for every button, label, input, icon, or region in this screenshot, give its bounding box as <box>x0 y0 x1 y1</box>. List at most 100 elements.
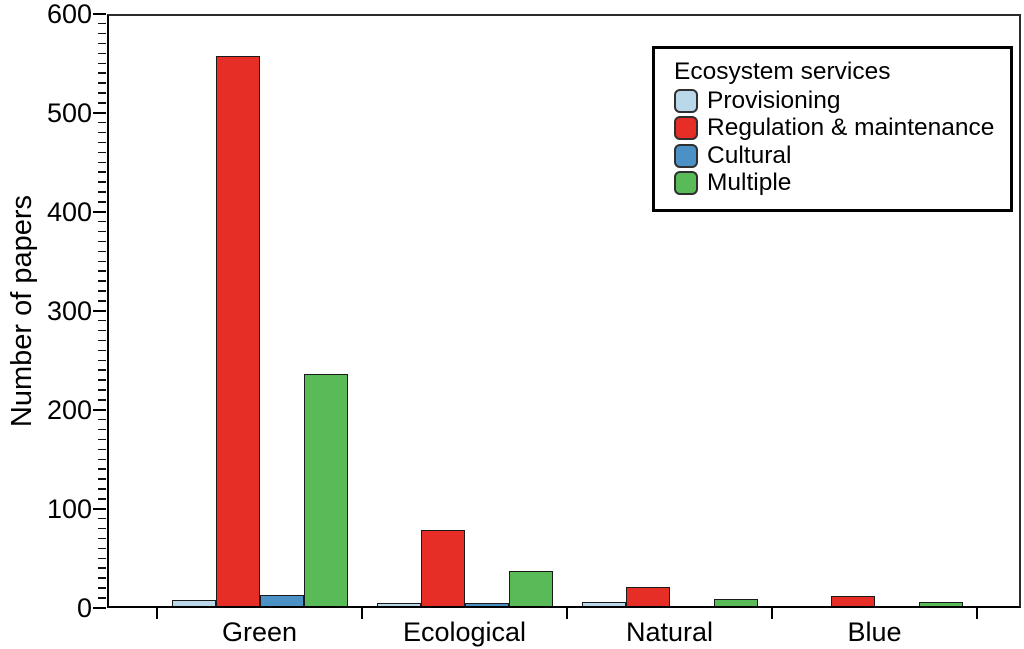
y-tick-label: 300 <box>46 296 92 326</box>
x-boundary-tick <box>156 608 158 619</box>
y-major-tick <box>93 607 106 609</box>
y-major-tick <box>93 409 106 411</box>
legend-label: Cultural <box>707 141 792 169</box>
y-minor-tick <box>98 250 106 253</box>
x-boundary-tick <box>771 608 773 619</box>
y-minor-tick <box>98 448 106 451</box>
y-minor-tick <box>98 488 106 490</box>
bar-green-provisioning <box>171 600 216 606</box>
bar-ecological-regulation-maintenance <box>420 530 465 606</box>
y-minor-tick <box>98 161 106 163</box>
bar-blue-multiple <box>918 602 963 606</box>
y-tick-label: 0 <box>76 593 92 623</box>
bar-green-regulation-maintenance <box>215 56 260 606</box>
y-minor-tick <box>98 151 106 154</box>
y-minor-tick <box>98 369 106 371</box>
y-minor-tick <box>98 102 106 104</box>
y-minor-tick <box>98 280 106 282</box>
y-major-tick <box>93 211 106 213</box>
bar-green-multiple <box>303 374 348 606</box>
legend-row-provisioning: Provisioning <box>674 87 1000 115</box>
y-minor-tick <box>98 32 106 35</box>
bar-ecological-cultural <box>464 603 509 606</box>
legend-label: Multiple <box>707 169 792 197</box>
y-minor-tick <box>98 438 106 441</box>
y-minor-tick <box>98 62 106 64</box>
regulation-swatch-icon <box>674 116 698 141</box>
y-minor-tick <box>98 527 106 530</box>
y-minor-tick <box>98 329 106 332</box>
bar-ecological-provisioning <box>376 603 421 606</box>
y-minor-tick <box>98 597 106 599</box>
y-minor-tick <box>98 290 106 292</box>
y-minor-tick <box>98 379 106 381</box>
y-major-tick <box>93 310 106 312</box>
y-minor-tick <box>98 230 106 233</box>
y-minor-tick <box>98 339 106 342</box>
y-minor-tick <box>98 171 106 173</box>
y-minor-tick <box>98 359 106 361</box>
cultural-swatch-icon <box>674 143 698 168</box>
y-minor-tick <box>98 220 106 223</box>
y-minor-tick <box>98 587 106 589</box>
y-minor-tick <box>98 270 106 272</box>
y-minor-tick <box>98 201 106 203</box>
y-minor-tick <box>98 319 106 322</box>
y-major-tick <box>93 13 106 15</box>
y-minor-tick <box>98 191 106 193</box>
y-minor-tick <box>98 389 106 391</box>
y-minor-tick <box>98 399 106 401</box>
y-minor-tick <box>98 547 106 550</box>
y-minor-tick <box>98 52 106 55</box>
y-tick-label: 200 <box>46 395 92 425</box>
y-major-tick <box>93 112 106 114</box>
y-minor-tick <box>98 557 106 559</box>
x-boundary-tick <box>361 608 363 619</box>
y-minor-tick <box>98 300 106 302</box>
y-minor-tick <box>98 42 106 45</box>
legend-label: Provisioning <box>707 86 841 114</box>
bar-natural-regulation-maintenance <box>625 587 670 606</box>
legend-row-multiple: Multiple <box>674 169 1000 198</box>
y-minor-tick <box>98 131 106 134</box>
legend-row-regulation: Regulation & maintenance <box>674 114 1000 143</box>
y-minor-tick <box>98 349 106 352</box>
y-minor-tick <box>98 240 106 243</box>
y-minor-tick <box>98 181 106 183</box>
provisioning-swatch-icon <box>674 88 698 113</box>
y-major-tick <box>93 508 106 510</box>
y-minor-tick <box>98 121 106 124</box>
x-category-label-green: Green <box>221 617 298 647</box>
y-minor-tick <box>98 260 106 262</box>
y-tick-label: 500 <box>46 98 92 128</box>
bar-ecological-multiple <box>508 571 553 606</box>
legend-title: Ecosystem services <box>674 58 891 85</box>
y-minor-tick <box>98 72 106 74</box>
x-category-label-ecological: Ecological <box>402 617 527 647</box>
x-boundary-tick <box>566 608 568 619</box>
x-category-label-natural: Natural <box>625 617 714 647</box>
bar-green-cultural <box>259 595 304 606</box>
legend: Ecosystem services Provisioning Regulati… <box>652 46 1013 212</box>
y-minor-tick <box>98 577 106 579</box>
y-minor-tick <box>98 567 106 569</box>
y-minor-tick <box>98 458 106 460</box>
y-minor-tick <box>98 22 106 25</box>
bar-blue-regulation-maintenance <box>830 596 875 606</box>
y-minor-tick <box>98 478 106 480</box>
y-tick-label: 400 <box>46 197 92 227</box>
y-tick-label: 600 <box>46 0 92 29</box>
bar-natural-multiple <box>713 599 758 606</box>
x-boundary-tick <box>976 608 978 619</box>
y-minor-tick <box>98 428 106 431</box>
y-minor-tick <box>98 141 106 144</box>
multiple-swatch-icon <box>674 171 698 196</box>
y-minor-tick <box>98 82 106 84</box>
y-minor-tick <box>98 498 106 500</box>
bar-natural-provisioning <box>581 602 626 606</box>
legend-row-cultural: Cultural <box>674 142 1000 170</box>
y-tick-label: 100 <box>46 494 92 524</box>
plot-area <box>107 14 1021 608</box>
x-category-label-blue: Blue <box>847 617 902 647</box>
